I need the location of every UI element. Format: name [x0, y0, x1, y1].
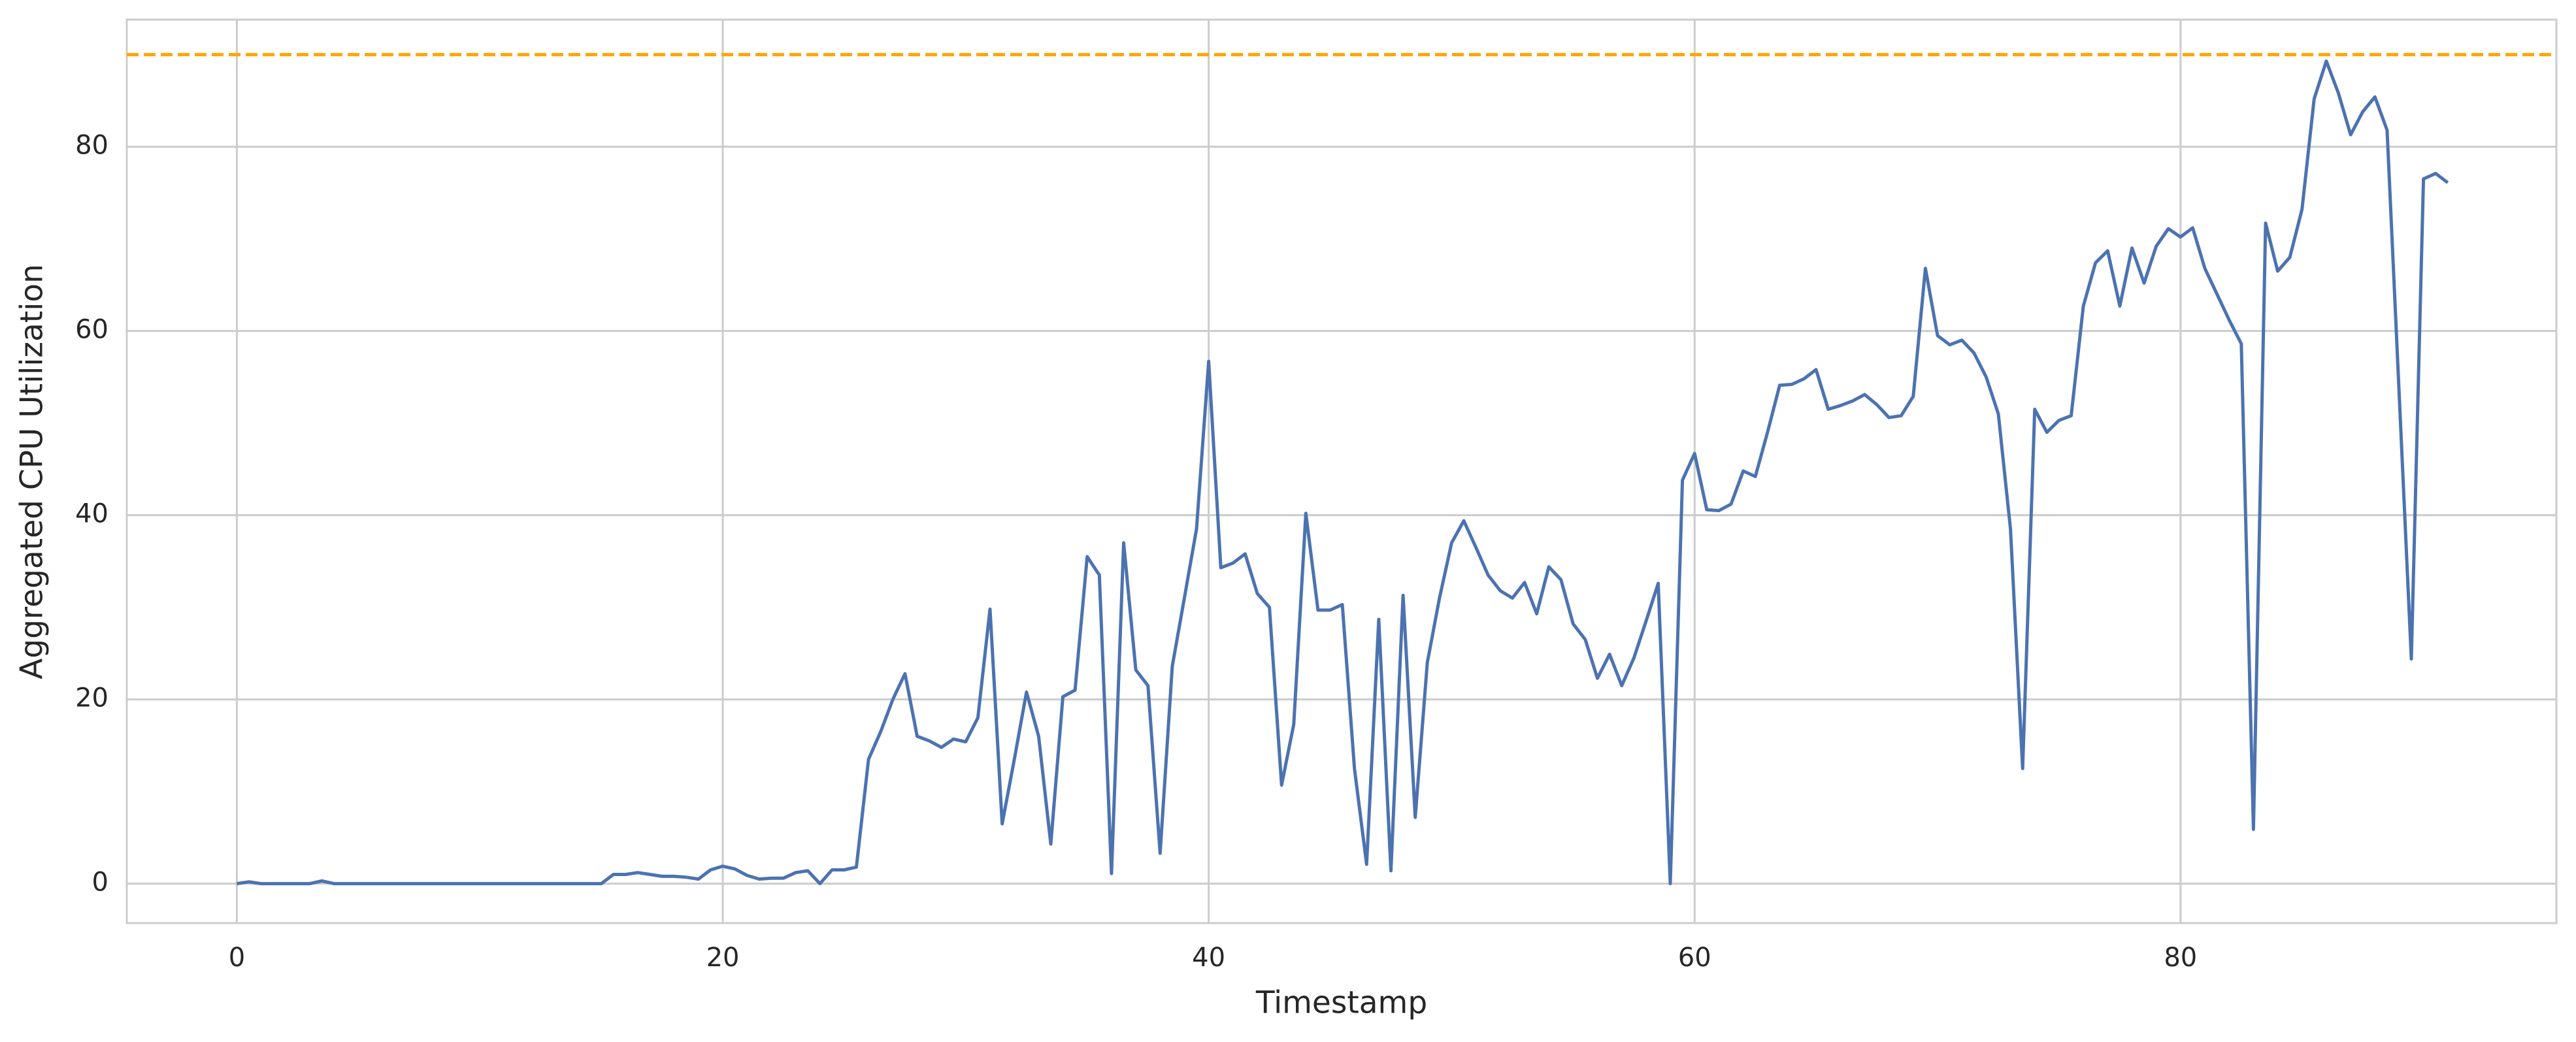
y-tick-label: 0	[92, 868, 108, 898]
y-tick-label: 80	[75, 131, 108, 161]
y-tick-label: 40	[75, 499, 108, 529]
x-tick-label: 80	[2164, 943, 2197, 973]
x-tick-label: 0	[229, 943, 245, 973]
x-tick-label: 60	[1678, 943, 1711, 973]
plot-frame	[125, 18, 2558, 924]
y-tick-label: 20	[75, 683, 108, 713]
x-axis-label: Timestamp	[1255, 985, 1427, 1021]
x-tick-label: 40	[1192, 943, 1225, 973]
y-tick-label: 60	[75, 315, 108, 345]
y-axis-label: Aggregated CPU Utilization	[14, 264, 50, 679]
data-line	[237, 59, 2449, 886]
x-tick-label: 20	[706, 943, 740, 973]
